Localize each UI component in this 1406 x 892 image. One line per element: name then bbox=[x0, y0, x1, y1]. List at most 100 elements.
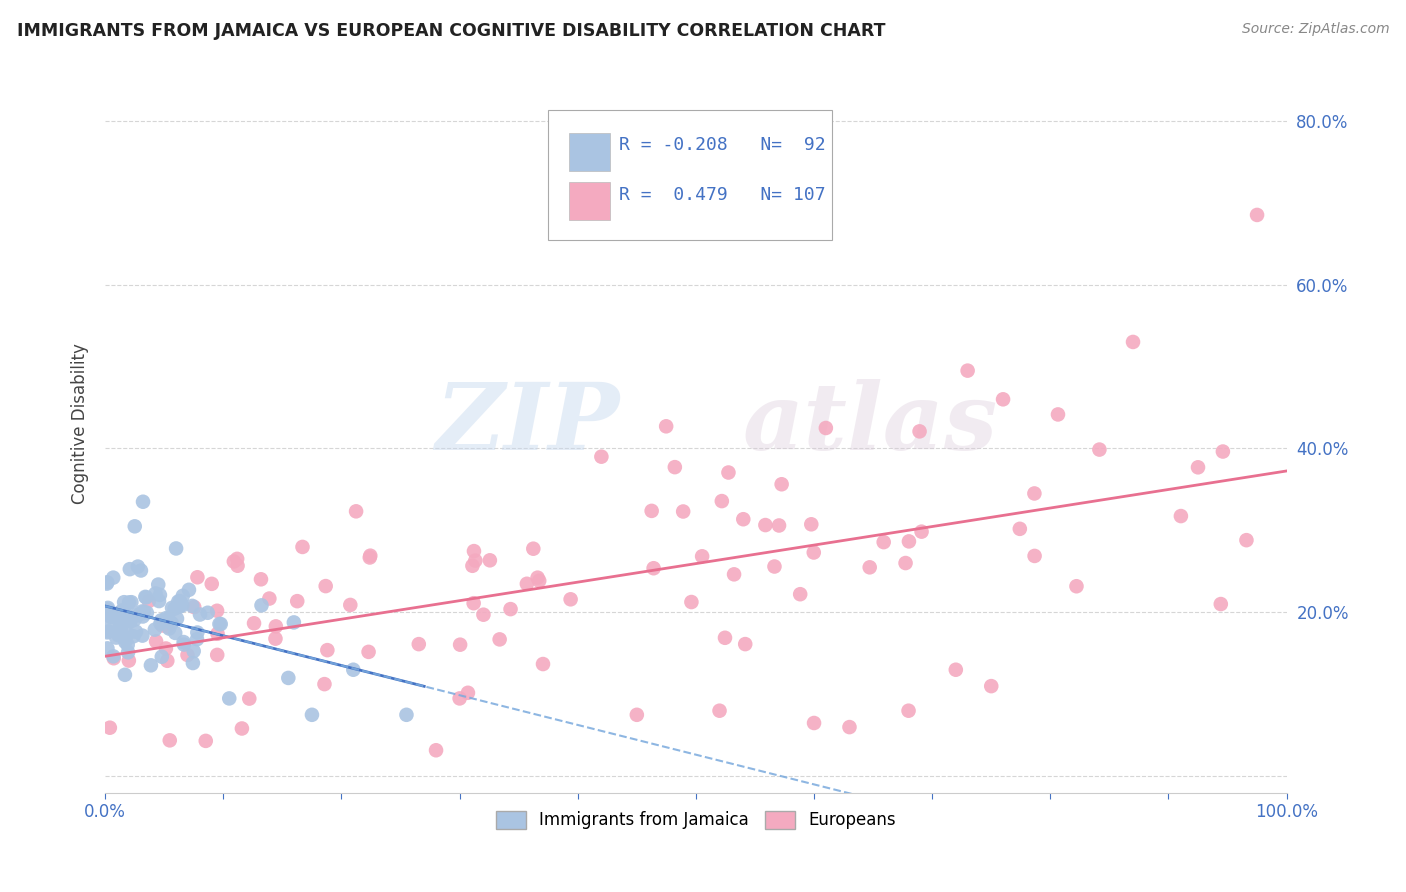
Point bbox=[591, 450, 613, 464]
Point bbox=[316, 643, 339, 657]
Point bbox=[1212, 444, 1234, 458]
Point bbox=[222, 554, 245, 568]
Point bbox=[97, 600, 120, 615]
Point bbox=[103, 571, 125, 585]
Point bbox=[188, 607, 211, 622]
Point bbox=[148, 594, 170, 608]
Point bbox=[342, 663, 364, 677]
Point bbox=[114, 632, 136, 646]
Point bbox=[157, 620, 180, 634]
Point bbox=[138, 594, 160, 608]
Point bbox=[763, 559, 786, 574]
Point bbox=[205, 648, 228, 662]
Point bbox=[1236, 533, 1258, 548]
Point bbox=[1170, 509, 1192, 524]
Point bbox=[655, 419, 678, 434]
Point bbox=[155, 641, 177, 656]
Point bbox=[681, 595, 703, 609]
Point bbox=[132, 609, 155, 624]
Point bbox=[259, 591, 281, 606]
Point bbox=[105, 631, 128, 645]
Point bbox=[96, 602, 118, 616]
Point bbox=[157, 612, 180, 626]
Point bbox=[734, 637, 756, 651]
Point bbox=[181, 599, 204, 613]
Point bbox=[672, 504, 695, 518]
Point bbox=[163, 601, 186, 615]
Text: atlas: atlas bbox=[744, 379, 998, 469]
Point bbox=[207, 626, 229, 640]
Point bbox=[789, 587, 811, 601]
Point bbox=[118, 654, 141, 668]
Point bbox=[991, 392, 1014, 407]
Point bbox=[167, 599, 190, 614]
Point bbox=[156, 654, 179, 668]
Point bbox=[129, 607, 152, 621]
Point bbox=[463, 596, 485, 610]
Point bbox=[117, 627, 139, 641]
Point bbox=[149, 616, 172, 631]
Point bbox=[124, 613, 146, 627]
Point bbox=[218, 691, 240, 706]
Point bbox=[283, 615, 305, 630]
Point bbox=[108, 623, 131, 637]
Point bbox=[108, 615, 131, 629]
Point bbox=[800, 517, 823, 532]
Point bbox=[96, 576, 118, 591]
Point bbox=[463, 544, 485, 558]
Text: R =  0.479   N= 107: R = 0.479 N= 107 bbox=[619, 186, 825, 203]
Point bbox=[457, 686, 479, 700]
Point bbox=[664, 460, 686, 475]
Point bbox=[96, 641, 118, 656]
Text: IMMIGRANTS FROM JAMAICA VS EUROPEAN COGNITIVE DISABILITY CORRELATION CHART: IMMIGRANTS FROM JAMAICA VS EUROPEAN COGN… bbox=[17, 22, 886, 40]
Point bbox=[449, 691, 471, 706]
FancyBboxPatch shape bbox=[569, 182, 610, 220]
Point bbox=[135, 591, 157, 605]
Point bbox=[209, 617, 232, 632]
Point bbox=[172, 589, 194, 603]
Point bbox=[264, 619, 287, 633]
Point bbox=[150, 618, 173, 632]
Point bbox=[135, 606, 157, 620]
FancyBboxPatch shape bbox=[548, 111, 832, 240]
Point bbox=[169, 594, 191, 608]
Point bbox=[277, 671, 299, 685]
Point bbox=[100, 610, 122, 624]
Point bbox=[117, 645, 139, 659]
Point bbox=[103, 649, 125, 664]
Point bbox=[344, 504, 367, 518]
Point bbox=[194, 734, 217, 748]
Point bbox=[155, 611, 177, 625]
Point bbox=[96, 625, 118, 640]
Point bbox=[1209, 597, 1232, 611]
Point bbox=[117, 638, 139, 652]
Point bbox=[160, 600, 183, 615]
Point bbox=[176, 648, 198, 662]
Point bbox=[315, 579, 337, 593]
Point bbox=[166, 612, 188, 626]
Point bbox=[226, 558, 249, 573]
Point bbox=[243, 616, 266, 631]
Point bbox=[733, 512, 755, 526]
Point bbox=[183, 644, 205, 658]
Point bbox=[205, 604, 228, 618]
Point bbox=[838, 720, 860, 734]
Point bbox=[1088, 442, 1111, 457]
Text: R = -0.208   N=  92: R = -0.208 N= 92 bbox=[619, 136, 825, 154]
Point bbox=[956, 364, 979, 378]
Point bbox=[127, 559, 149, 574]
Point bbox=[449, 638, 471, 652]
Point bbox=[408, 637, 430, 651]
Point bbox=[173, 635, 195, 649]
Point bbox=[114, 605, 136, 619]
Point bbox=[526, 571, 548, 585]
Point bbox=[114, 635, 136, 649]
Point bbox=[814, 421, 837, 435]
Point bbox=[425, 743, 447, 757]
Point bbox=[945, 663, 967, 677]
Point bbox=[150, 649, 173, 664]
Point bbox=[873, 535, 896, 549]
Point bbox=[710, 494, 733, 508]
Point bbox=[717, 466, 740, 480]
Point bbox=[250, 572, 273, 586]
